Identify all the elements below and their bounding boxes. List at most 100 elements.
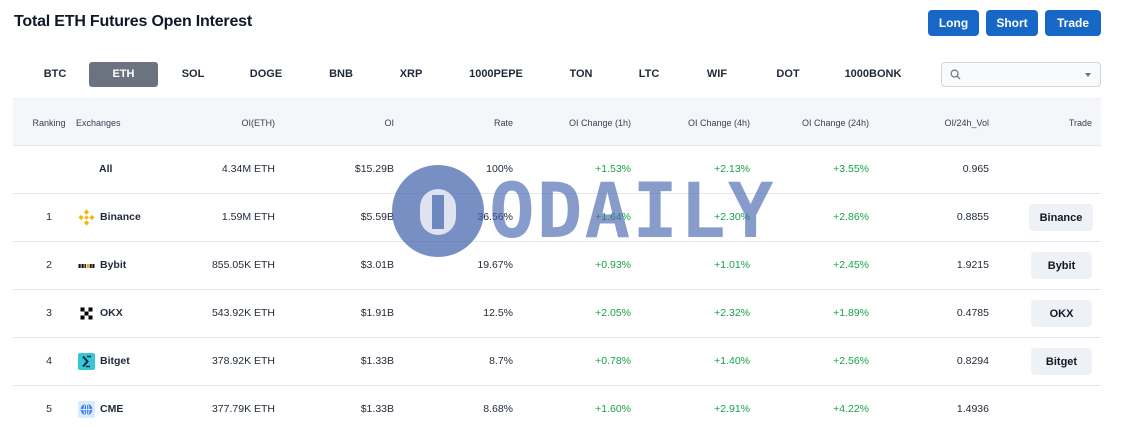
row-rate: 12.5% [483, 307, 513, 319]
row-oi-change-24h: +4.22% [833, 403, 869, 415]
row-oi-change-1h: +0.78% [595, 355, 631, 367]
row-oi-change-4h: +2.91% [714, 403, 750, 415]
row-exchange: OKX [100, 307, 123, 319]
tab-wif[interactable]: WIF [706, 68, 728, 80]
long-button[interactable]: Long [928, 10, 979, 36]
col-rate: Rate [493, 118, 513, 128]
row-oi-24h-vol: 1.4936 [956, 403, 989, 415]
row-oi-change-4h: +2.32% [714, 307, 750, 319]
row-rank [25, 146, 73, 193]
col-oi-24h-vol: OI/24h_Vol [944, 118, 989, 128]
search-input[interactable] [966, 66, 1076, 83]
row-oi-change-1h: +1.64% [595, 211, 631, 223]
row-oi-change-4h: +1.40% [714, 355, 750, 367]
table-row: 5 CME 377.79K ETH $1.33B 8.68% +1.60% +2… [13, 386, 1101, 429]
row-oi-change-4h: +1.01% [714, 259, 750, 271]
page-title: Total ETH Futures Open Interest [14, 13, 252, 30]
col-oi-eth: OI(ETH) [241, 118, 276, 128]
row-oi-eth: 855.05K ETH [211, 259, 275, 271]
row-oi-24h-vol: 0.8294 [956, 355, 989, 367]
col-oi: OI [384, 118, 394, 128]
bitget-logo-icon [78, 353, 95, 370]
tab-sol[interactable]: SOL [181, 68, 205, 80]
table-row: All 4.34M ETH $15.29B 100% +1.53% +2.13%… [13, 146, 1101, 194]
row-oi: $3.01B [360, 259, 394, 271]
row-oi-eth: 543.92K ETH [211, 307, 275, 319]
row-rate: 36.56% [477, 211, 513, 223]
coin-tabs: BTC ETH SOL DOGE BNB XRP 1000PEPE TON LT… [0, 62, 940, 87]
col-exchanges: Exchanges [76, 118, 121, 128]
okx-logo-icon [78, 305, 95, 322]
row-oi-24h-vol: 0.4785 [956, 307, 989, 319]
page-header: Total ETH Futures Open Interest Long Sho… [0, 0, 1122, 46]
coin-search[interactable] [941, 62, 1101, 87]
tab-bnb[interactable]: BNB [329, 68, 353, 80]
row-rate: 8.7% [489, 355, 513, 367]
trade-okx-button[interactable]: OKX [1031, 300, 1092, 327]
row-oi-change-24h: +2.45% [833, 259, 869, 271]
row-oi: $5.59B [360, 211, 394, 223]
row-rate: 19.67% [477, 259, 513, 271]
row-oi: $1.33B [360, 403, 394, 415]
row-oi-change-1h: +2.05% [595, 307, 631, 319]
tab-1000bonk[interactable]: 1000BONK [844, 68, 902, 80]
row-rate: 100% [486, 163, 513, 175]
tab-xrp[interactable]: XRP [399, 68, 423, 80]
row-oi-change-24h: +2.56% [833, 355, 869, 367]
tab-dot[interactable]: DOT [776, 68, 800, 80]
chevron-down-icon[interactable] [1085, 73, 1091, 77]
row-oi: $15.29B [354, 163, 394, 175]
row-rank: 1 [46, 211, 52, 223]
row-rank: 4 [46, 355, 52, 367]
short-button[interactable]: Short [986, 10, 1038, 36]
row-exchange: Bybit [100, 259, 127, 271]
binance-logo-icon [78, 209, 95, 226]
open-interest-table: Ranking Exchanges OI(ETH) OI Rate OI Cha… [13, 98, 1101, 429]
row-oi-eth: 4.34M ETH [221, 163, 275, 175]
col-oi-change-24h: OI Change (24h) [801, 118, 869, 128]
col-oi-change-4h: OI Change (4h) [687, 118, 750, 128]
table-row: 4 Bitget 378.92K ETH $1.33B 8.7% +0.78% … [13, 338, 1101, 386]
col-trade: Trade [1068, 118, 1092, 128]
table-row: 1 Binance 1.59M ETH $5.59B 36.56% +1.64%… [13, 194, 1101, 242]
bybit-logo-icon [78, 264, 95, 268]
row-oi-change-1h: +1.53% [595, 163, 631, 175]
search-icon [950, 69, 961, 80]
col-oi-change-1h: OI Change (1h) [568, 118, 631, 128]
tab-btc[interactable]: BTC [43, 68, 67, 80]
trade-binance-button[interactable]: Binance [1029, 204, 1093, 231]
row-exchange: Binance [100, 211, 141, 223]
row-oi-change-4h: +2.13% [714, 163, 750, 175]
tab-1000pepe[interactable]: 1000PEPE [469, 68, 523, 80]
row-oi: $1.91B [360, 307, 394, 319]
row-exchange: Bitget [100, 355, 130, 367]
tab-doge[interactable]: DOGE [249, 68, 283, 80]
row-rate: 8.68% [483, 403, 513, 415]
row-rank: 3 [46, 307, 52, 319]
row-oi-eth: 378.92K ETH [211, 355, 275, 367]
row-rank: 2 [46, 259, 52, 271]
row-oi-change-1h: +1.60% [595, 403, 631, 415]
row-oi-change-24h: +3.55% [833, 163, 869, 175]
table-header: Ranking Exchanges OI(ETH) OI Rate OI Cha… [13, 98, 1101, 146]
trade-button[interactable]: Trade [1045, 10, 1101, 36]
row-oi-24h-vol: 0.8855 [956, 211, 989, 223]
table-row: 3 OKX 543.92K ETH $1.91B 12.5% +2.05% +2… [13, 290, 1101, 338]
tab-ltc[interactable]: LTC [638, 68, 660, 80]
tab-eth[interactable]: ETH [89, 62, 158, 87]
row-exchange: All [99, 163, 113, 175]
row-oi-change-1h: +0.93% [595, 259, 631, 271]
table-row: 2 Bybit 855.05K ETH $3.01B 19.67% +0.93%… [13, 242, 1101, 290]
tab-ton[interactable]: TON [569, 68, 593, 80]
row-oi-eth: 377.79K ETH [211, 403, 275, 415]
row-oi-change-24h: +1.89% [833, 307, 869, 319]
row-rank: 5 [46, 403, 52, 415]
row-oi-24h-vol: 0.965 [962, 163, 989, 175]
row-exchange: CME [100, 403, 124, 415]
row-oi: $1.33B [360, 355, 394, 367]
trade-bitget-button[interactable]: Bitget [1031, 348, 1092, 375]
row-oi-24h-vol: 1.9215 [956, 259, 989, 271]
trade-bybit-button[interactable]: Bybit [1031, 252, 1092, 279]
row-oi-change-24h: +2.86% [833, 211, 869, 223]
col-ranking: Ranking [32, 118, 66, 128]
